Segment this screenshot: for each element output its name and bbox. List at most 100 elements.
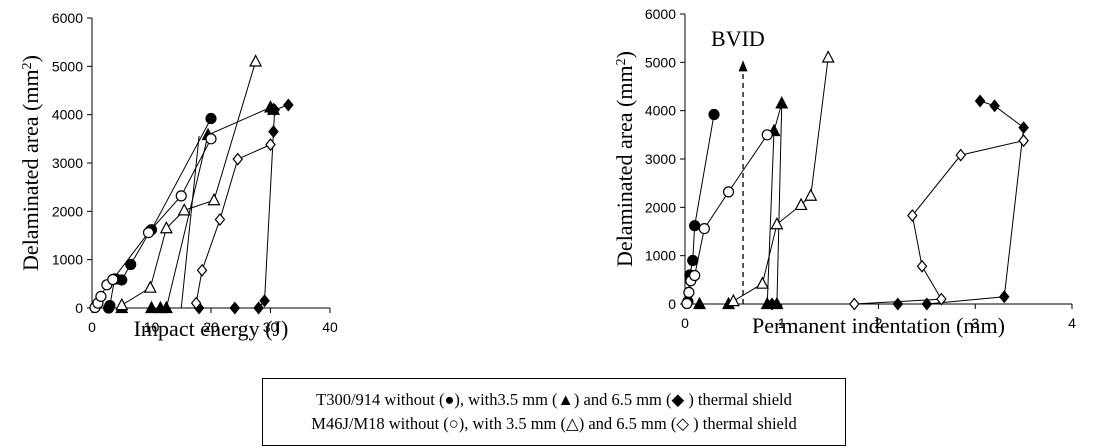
data-point-filled-diamond [1018, 121, 1029, 135]
data-point-filled-diamond [989, 99, 1000, 113]
data-point-filled-diamond [974, 94, 986, 108]
data-point-open-triangle [143, 280, 157, 293]
legend-filled-triangle-marker: ▲ [557, 390, 574, 409]
x-tick-label: 2 [875, 315, 883, 331]
data-point-open-triangle [115, 297, 129, 311]
series-line [121, 106, 274, 309]
series-1 [103, 112, 217, 314]
series-line [733, 57, 829, 302]
series-6 [190, 138, 276, 310]
series-5 [115, 54, 263, 311]
data-point-open-triangle [159, 220, 173, 234]
y-tick-label: 6000 [52, 10, 83, 26]
legend-line-1-text-d: ) thermal shield [684, 390, 792, 409]
data-point-filled-triangle [159, 300, 173, 314]
data-point-open-circle [142, 227, 155, 239]
data-point-filled-diamond [269, 103, 280, 117]
legend-line-2-text-a: M46J/M18 without ( [311, 414, 449, 433]
data-point-open-diamond [214, 213, 226, 226]
series-6 [849, 134, 1029, 311]
data-point-open-triangle [249, 54, 263, 67]
data-point-open-diamond [955, 148, 967, 162]
y-tick-label: 0 [75, 300, 83, 316]
data-point-open-triangle [177, 203, 191, 216]
x-tick-label: 0 [88, 319, 96, 335]
data-point-open-triangle [726, 293, 740, 307]
x-tick-label: 40 [322, 319, 338, 335]
data-point-open-diamond [196, 263, 208, 277]
y-tick-label: 3000 [52, 155, 83, 171]
y-tick-label: 4000 [52, 107, 83, 123]
data-point-open-circle [761, 129, 773, 141]
data-point-open-circle [205, 133, 217, 145]
legend-line-1-text-b: ), with3.5 mm ( [454, 390, 558, 409]
legend-line-2-text-c: ) and 6.5 mm ( [578, 414, 677, 433]
data-point-filled-diamond [921, 297, 933, 311]
y-tick-label: 2000 [52, 203, 83, 219]
legend-open-triangle-marker: △ [566, 414, 579, 433]
data-point-open-diamond [936, 292, 947, 306]
data-point-filled-diamond [998, 290, 1010, 304]
series-3 [193, 98, 294, 315]
legend-filled-circle-marker: ● [444, 390, 455, 409]
data-point-filled-diamond [283, 98, 294, 112]
x-tick-label: 4 [1068, 315, 1076, 331]
series-2 [693, 96, 789, 310]
data-point-filled-triangle [775, 96, 789, 109]
data-point-open-diamond [232, 152, 244, 166]
data-point-filled-triangle [693, 296, 707, 310]
data-point-filled-diamond [229, 301, 241, 315]
x-axis-label: Permanent indentation (mm) [752, 313, 1005, 338]
x-tick-label: 3 [971, 315, 979, 331]
series-3 [766, 94, 1029, 311]
data-point-open-diamond [1018, 134, 1029, 148]
y-tick-label: 3000 [645, 151, 676, 167]
x-axis-label: Impact energy (J) [134, 316, 289, 341]
data-point-open-diamond [190, 296, 202, 310]
y-tick-label: 6000 [645, 6, 676, 22]
legend-line-2: M46J/M18 without (○), with 3.5 mm (△) an… [311, 412, 796, 436]
data-point-open-circle [681, 297, 693, 310]
y-tick-label: 1000 [52, 252, 83, 268]
series-4 [681, 129, 773, 310]
series-line [854, 140, 1024, 305]
data-point-open-triangle [804, 188, 818, 201]
series-2 [115, 100, 280, 314]
bvid-arrow-head [738, 60, 748, 72]
data-point-filled-circle [708, 108, 720, 121]
data-point-open-triangle [207, 192, 221, 206]
data-point-open-diamond [916, 259, 928, 273]
series-7 [180, 135, 200, 309]
series-line [772, 100, 1025, 305]
data-point-filled-diamond [892, 297, 904, 311]
series-4 [89, 133, 217, 314]
legend-open-diamond-marker: ◇ [676, 414, 690, 433]
series-line [699, 103, 783, 305]
x-tick-label: 20 [203, 319, 219, 335]
data-point-filled-circle [205, 112, 217, 125]
data-point-open-circle [107, 273, 119, 286]
chart-panel-2: 0 1000 2000 3000 4000 5000 6000 0 1 2 3 4 Permanent … [612, 6, 1076, 338]
data-point-open-circle [175, 190, 187, 202]
y-axis-label: Delaminated area (mm2) [612, 51, 637, 267]
legend-line-1-text-c: ) and 6.5 mm ( [573, 390, 672, 409]
legend-box: T300/914 without (●), with3.5 mm (▲) and… [262, 378, 846, 446]
chart-panel-1: 0 1000 2000 3000 4000 5000 6000 0 10 20 30 40 Impact… [18, 10, 338, 341]
data-point-filled-diamond [259, 294, 270, 308]
data-point-open-circle [689, 269, 701, 282]
bvid-annotation: BVID [711, 26, 765, 51]
data-point-filled-diamond [268, 125, 279, 139]
series-line [180, 135, 200, 309]
data-point-filled-diamond [253, 301, 264, 315]
x-tick-label: 0 [681, 315, 689, 331]
y-tick-label: 4000 [645, 103, 676, 119]
y-tick-label: 5000 [645, 54, 676, 70]
data-point-open-circle [683, 286, 695, 298]
y-tick-label: 1000 [645, 248, 676, 264]
series-5 [726, 50, 835, 307]
legend-line-2-text-b: ), with 3.5 mm ( [458, 414, 567, 433]
series-line [195, 144, 271, 304]
data-point-open-triangle [755, 276, 769, 289]
data-point-open-triangle [794, 197, 808, 211]
